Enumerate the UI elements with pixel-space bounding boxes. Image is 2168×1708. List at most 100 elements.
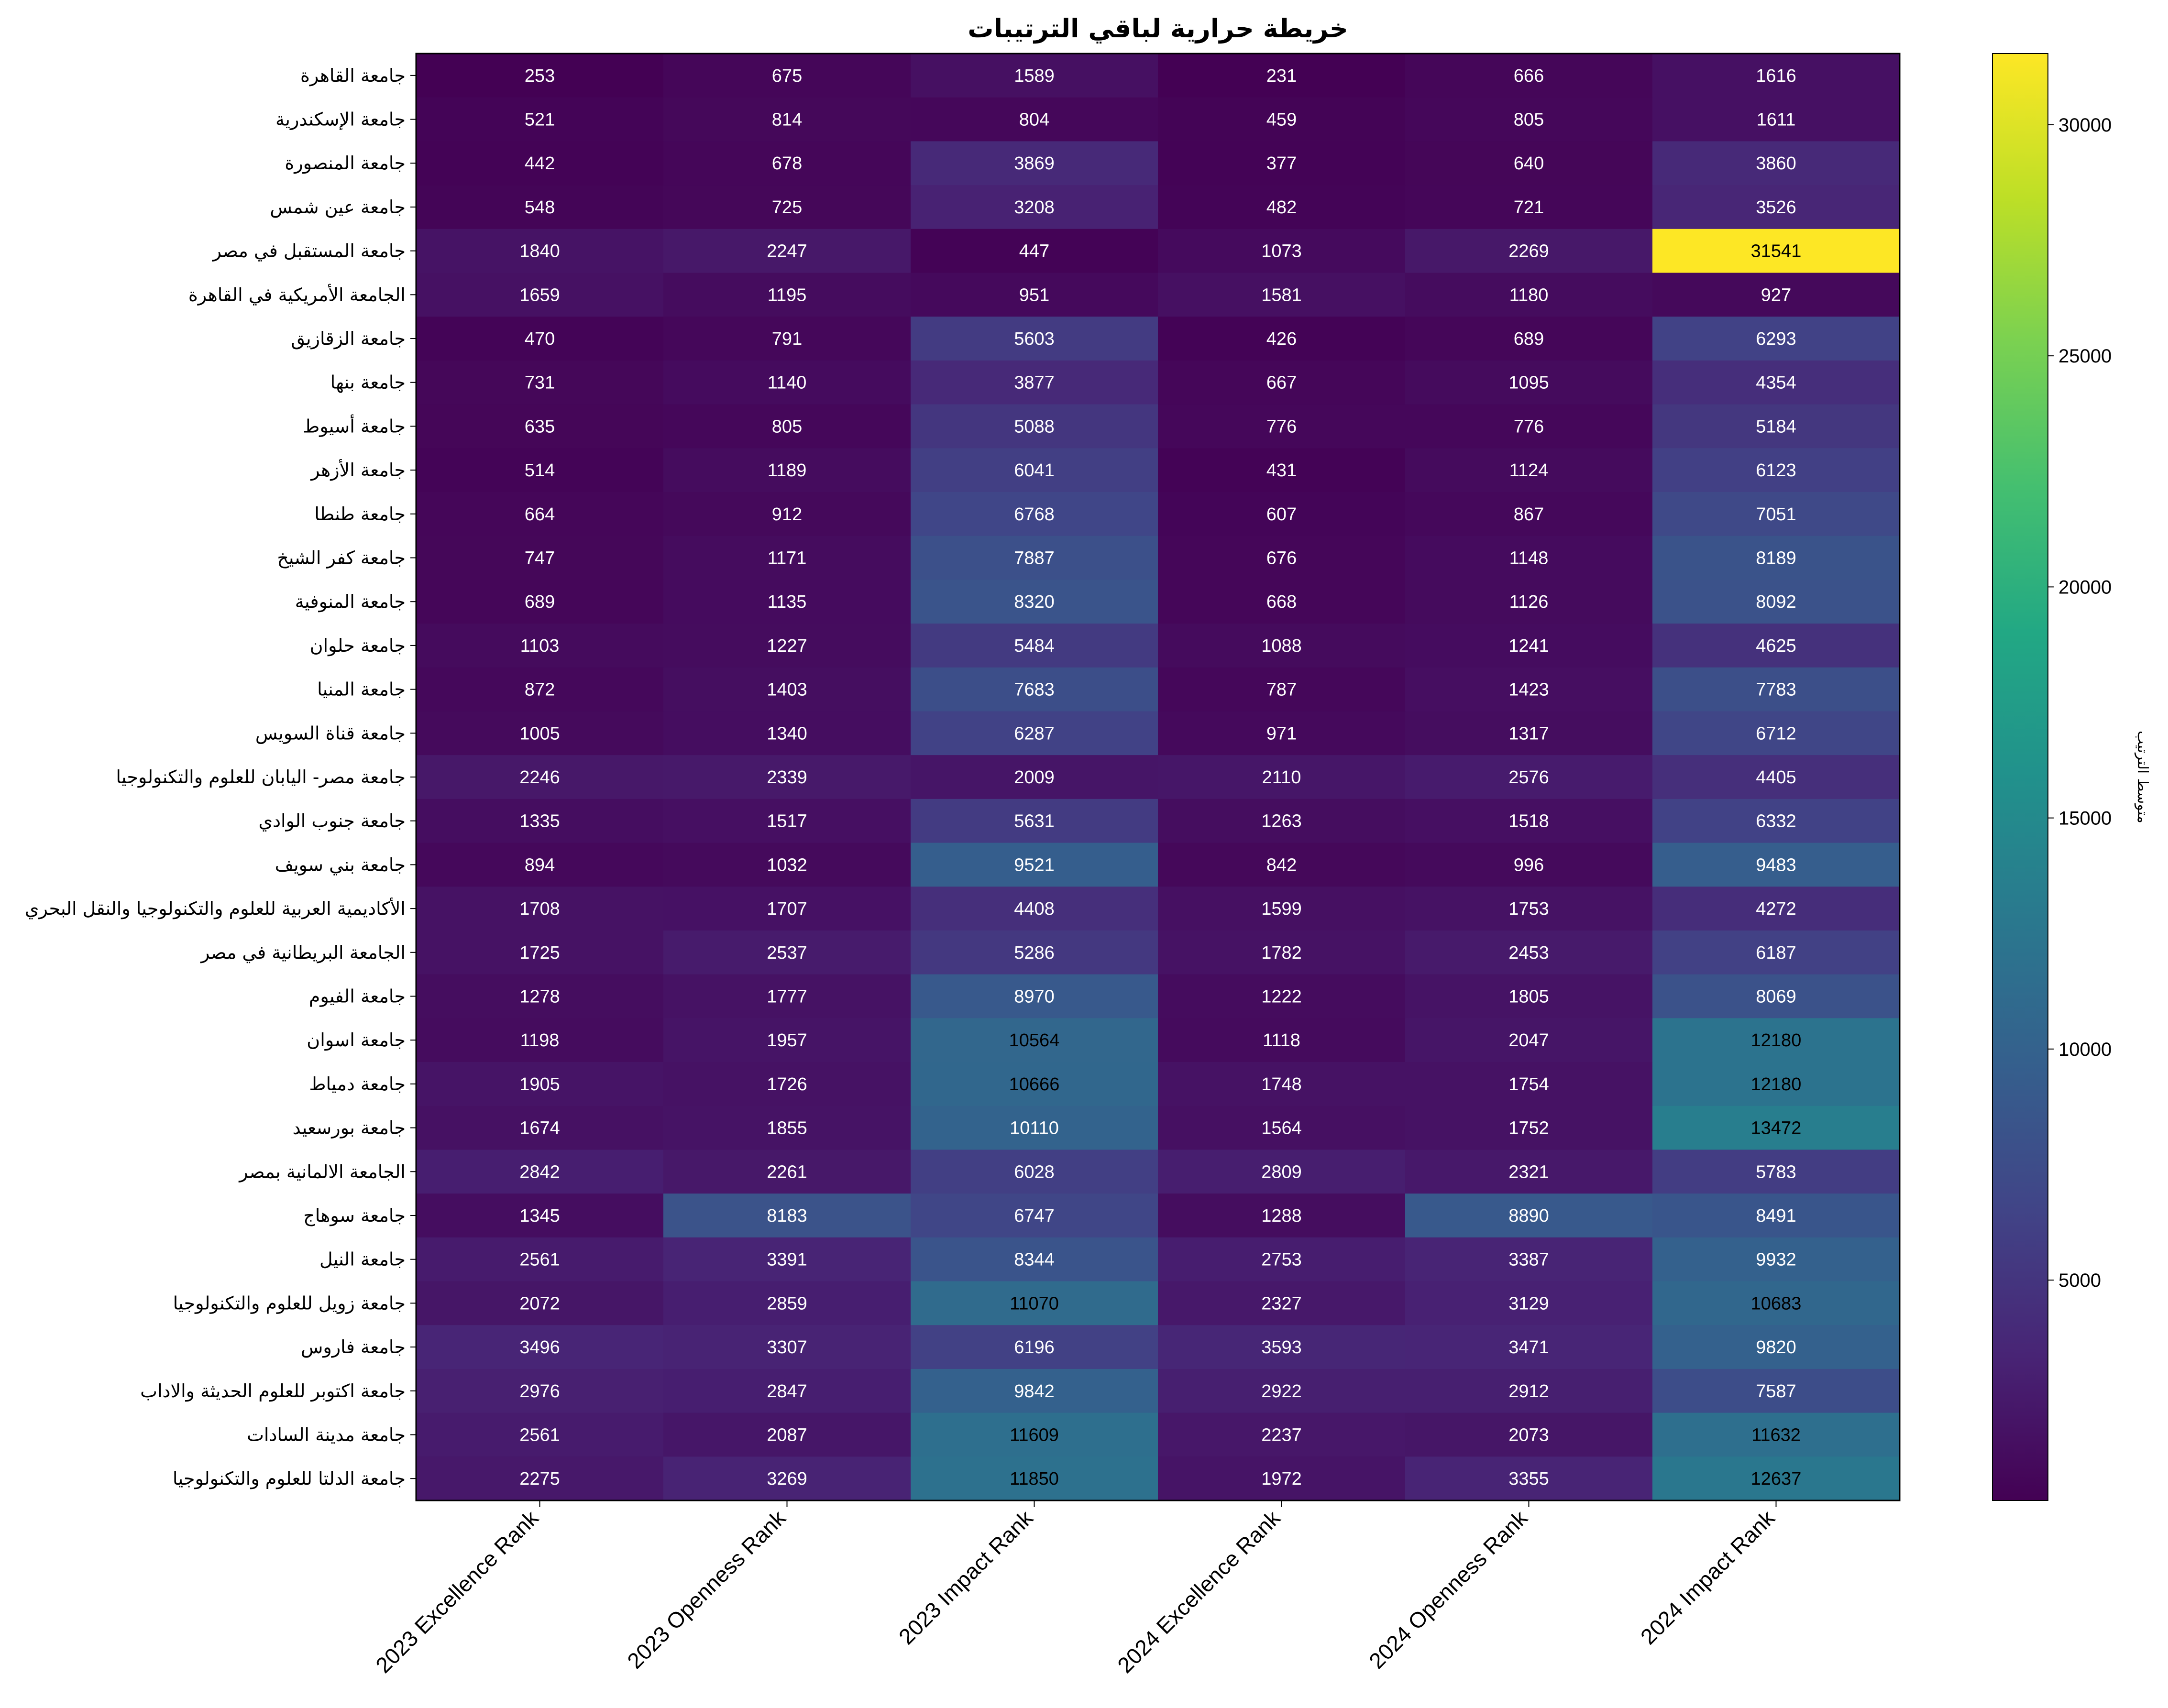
cell-value-label: 8189 [1756,548,1796,569]
cell-value-label: 7683 [1014,680,1055,700]
heatmap-cell [1652,1062,1900,1106]
heatmap-cell [1158,492,1406,536]
cell-value-label: 1124 [1509,460,1549,481]
heatmap-cell [663,1150,911,1194]
heatmap-cell [911,1150,1158,1194]
cell-value-label: 4625 [1756,636,1796,656]
cell-value-label: 1611 [1757,110,1796,130]
cell-value-label: 1805 [1508,986,1549,1007]
cell-value-label: 842 [1266,855,1297,875]
heatmap-cell [416,404,664,449]
heatmap-cell [1405,887,1653,931]
cell-value-label: 1198 [520,1030,560,1051]
heatmap-cell [416,1150,664,1194]
cell-value-label: 11609 [1010,1425,1059,1445]
heatmap-cell [416,1106,664,1150]
cell-value-label: 4272 [1756,899,1796,919]
heatmap-cell [1158,1237,1406,1282]
cell-value-label: 6287 [1014,723,1055,744]
colorbar-tick-label: 25000 [2058,346,2112,367]
heatmap-cell [911,1018,1158,1062]
cell-value-label: 1754 [1508,1074,1549,1095]
cell-value-label: 514 [525,460,555,481]
cell-value-label: 2576 [1508,767,1549,788]
cell-value-label: 2561 [519,1250,560,1270]
heatmap-cell [1405,492,1653,536]
cell-value-label: 1227 [767,636,807,656]
cell-value-label: 2976 [519,1381,560,1401]
cell-value-label: 912 [772,504,802,525]
heatmap-cell [416,492,664,536]
cell-value-label: 11850 [1010,1469,1059,1489]
heatmap-cell [1652,1237,1900,1282]
heatmap-cell [416,974,664,1018]
cell-value-label: 971 [1266,723,1297,744]
heatmap-cell [416,97,664,142]
cell-value-label: 3471 [1508,1337,1549,1358]
cell-value-label: 6768 [1014,504,1055,525]
cell-value-label: 431 [1266,460,1297,481]
heatmap-cell [663,1106,911,1150]
cell-value-label: 867 [1514,504,1544,525]
heatmap-cell [416,273,664,317]
heatmap-cell [1652,273,1900,317]
heatmap-cell [911,360,1158,405]
cell-value-label: 8890 [1508,1206,1549,1226]
cell-value-label: 2110 [1262,767,1301,788]
heatmap-cell [663,54,911,98]
heatmap-cell [1652,141,1900,186]
cell-value-label: 1581 [1261,285,1302,305]
cell-value-label: 1263 [1261,811,1302,832]
heatmap-cell [1405,1325,1653,1369]
heatmap-cell [911,1106,1158,1150]
heatmap-cell [1405,141,1653,186]
cell-value-label: 7587 [1756,1381,1796,1401]
colorbar-tick-label: 5000 [2058,1270,2101,1291]
heatmap-cell [911,1412,1158,1457]
cell-value-label: 1135 [768,592,807,612]
cell-value-label: 3208 [1014,197,1055,218]
heatmap-cell [663,887,911,931]
row-label: جامعة طنطا [314,504,406,525]
cell-value-label: 1032 [767,855,807,875]
heatmap-cell [416,141,664,186]
heatmap-cell [663,97,911,142]
row-label: جامعة مدينة السادات [247,1424,406,1445]
heatmap-cell [663,1456,911,1501]
cell-value-label: 1118 [1263,1030,1300,1051]
cell-value-label: 253 [525,66,555,86]
cell-value-label: 1708 [519,899,560,919]
cell-value-label: 5184 [1756,416,1796,437]
heatmap-cell [663,580,911,624]
cell-value-label: 1972 [1261,1469,1302,1489]
cell-value-label: 2753 [1261,1250,1302,1270]
cell-value-label: 1088 [1261,636,1302,656]
row-label: جامعة مصر- اليابان للعلوم والتكنولوجيا [116,766,406,788]
heatmap-cell [1158,317,1406,361]
heatmap-cell [1405,624,1653,668]
cell-value-label: 3355 [1508,1469,1549,1489]
heatmap-cell [1652,1456,1900,1501]
cell-value-label: 689 [525,592,555,612]
heatmap-cell [911,448,1158,493]
heatmap-cell [663,229,911,274]
heatmap-cell [1158,799,1406,843]
heatmap-cell [663,536,911,580]
row-label: جامعة سوهاج [303,1205,406,1226]
cell-value-label: 4354 [1756,373,1796,393]
heatmap-cell [663,755,911,799]
heatmap-cell [1405,1369,1653,1413]
heatmap-cell [663,974,911,1018]
cell-value-label: 1855 [767,1118,807,1139]
heatmap-cell [1405,360,1653,405]
cell-value-label: 10110 [1010,1118,1059,1139]
row-label: الجامعة البريطانية في مصر [200,942,406,963]
cell-value-label: 6293 [1756,329,1796,349]
colorbar-tick-label: 10000 [2058,1039,2112,1060]
heatmap-cell [1652,1018,1900,1062]
cell-value-label: 1707 [767,899,807,919]
heatmap-cell [663,711,911,755]
column-label: 2023 Openness Rank [622,1505,791,1674]
heatmap-cell [911,1369,1158,1413]
heatmap-cell [911,580,1158,624]
